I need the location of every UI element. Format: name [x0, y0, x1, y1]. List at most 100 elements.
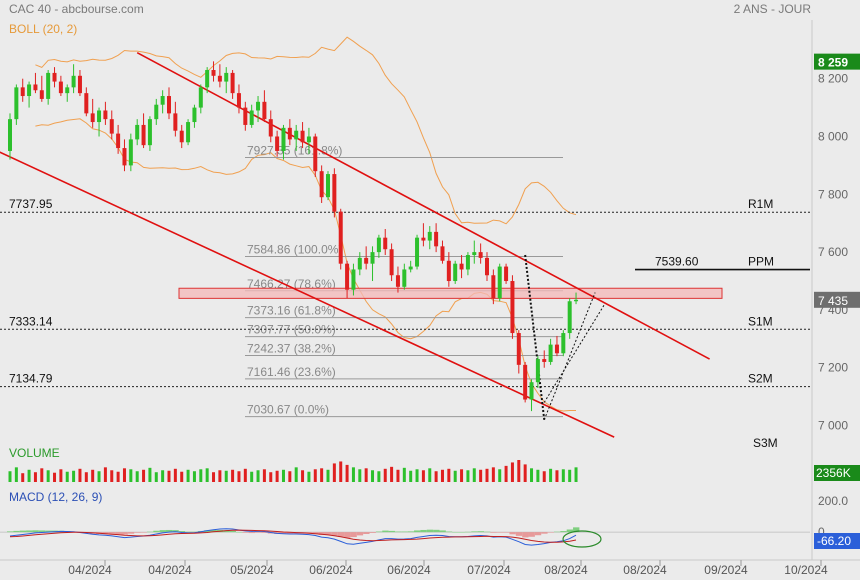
volume-bar — [27, 469, 31, 482]
last-price-badge — [814, 291, 860, 308]
volume-bar — [339, 461, 343, 482]
candle-body — [421, 237, 426, 241]
timeframe-label: 2 ANS - JOUR — [734, 2, 812, 16]
price-tick-label: 7 200 — [818, 361, 848, 375]
candle-body — [338, 211, 343, 264]
macd-histogram-bar — [452, 531, 459, 533]
pivot-level-label: 7333.14 — [9, 314, 53, 328]
pivot-name-label: PPM — [748, 255, 774, 269]
volume-bar — [129, 469, 133, 482]
volume-bar — [485, 468, 489, 482]
macd-histogram-bar — [534, 532, 542, 536]
x-tick-label: 10/2024 — [784, 563, 828, 577]
pivot-level-label: 7737.95 — [9, 197, 53, 211]
volume-bar — [186, 469, 190, 482]
macd-zero-label: 0 — [818, 525, 825, 539]
candle-body — [192, 107, 197, 123]
volume-bar — [281, 469, 285, 482]
candle-body — [294, 130, 299, 140]
macd-last-label: -66.20 — [817, 534, 851, 548]
candle-body — [39, 90, 44, 99]
volume-bar — [345, 464, 349, 482]
macd-histogram-bar — [121, 532, 128, 535]
macd-histogram-bar — [439, 530, 446, 533]
price-tick-label: 7 600 — [818, 245, 848, 259]
macd-histogram-bar — [426, 529, 434, 533]
volume-bar — [237, 471, 241, 482]
macd-histogram-bar — [325, 532, 332, 535]
macd-histogram-bar — [375, 531, 383, 533]
volume-bar — [415, 469, 419, 482]
candle-body — [567, 301, 572, 334]
candle-body — [122, 148, 127, 166]
macd-histogram-bar — [191, 531, 198, 533]
last-price-label: 7 435 — [818, 294, 848, 308]
candle-body — [504, 266, 509, 282]
volume-bar — [173, 468, 177, 482]
volume-bar — [434, 471, 438, 482]
macd-histogram-bar — [108, 532, 116, 534]
pivot-name-label: S1M — [748, 314, 773, 328]
volume-bar — [409, 470, 413, 482]
macd-histogram-bar — [369, 532, 376, 533]
candle-body — [535, 359, 540, 383]
candle-body — [326, 174, 330, 198]
candle-body — [262, 101, 267, 120]
volume-bar — [498, 469, 502, 482]
candle-body — [46, 72, 51, 99]
candle-body — [472, 252, 477, 256]
volume-bar — [307, 471, 311, 482]
candle-body — [84, 93, 89, 114]
bollinger-label: BOLL (20, 2) — [9, 22, 77, 36]
candle-body — [147, 119, 152, 146]
candle-body — [376, 237, 381, 253]
macd-histogram-bar — [573, 527, 580, 533]
volume-bar — [390, 466, 394, 482]
volume-bar — [262, 469, 266, 482]
macd-histogram-bar — [394, 531, 402, 533]
volume-bar — [78, 468, 82, 482]
candle-body — [116, 133, 121, 149]
candle-body — [395, 275, 400, 287]
candle-body — [97, 110, 102, 123]
candle-body — [415, 237, 420, 267]
volume-bar — [358, 469, 362, 482]
volume-bar — [472, 468, 476, 482]
candle-body — [561, 333, 566, 354]
candle-body — [287, 127, 292, 140]
volume-bar — [135, 471, 139, 482]
macd-histogram-bar — [261, 532, 268, 533]
macd-histogram-bar — [496, 532, 504, 533]
macd-histogram-bar — [115, 532, 122, 535]
volume-bar — [568, 469, 572, 482]
macd-histogram-bar — [484, 531, 491, 533]
volume-bar — [523, 464, 527, 482]
candle-body — [167, 96, 171, 114]
macd-histogram-bar — [363, 532, 370, 534]
volume-bar — [122, 468, 126, 482]
macd-histogram-bar — [312, 532, 319, 534]
volume-bar — [421, 470, 425, 482]
volume-bar — [491, 467, 495, 482]
candle-body — [77, 75, 82, 94]
volume-bar — [53, 472, 57, 482]
candle-body — [434, 231, 439, 247]
macd-signal-line — [9, 529, 577, 543]
macd-crossover-marker — [562, 530, 602, 548]
candle-body — [243, 107, 248, 125]
candle-body — [357, 257, 362, 270]
macd-histogram-bar — [433, 529, 440, 533]
volume-bar — [574, 467, 578, 482]
candle-body — [52, 72, 57, 82]
macd-histogram-bar — [102, 532, 109, 534]
x-tick-label: 04/2024 — [68, 563, 112, 577]
volume-bar — [555, 470, 559, 482]
macd-histogram-bar — [471, 531, 478, 533]
candle-body — [205, 70, 210, 88]
macd-histogram-bar — [210, 529, 217, 533]
volume-bar — [447, 468, 451, 482]
candle-body — [27, 84, 32, 97]
candle-body — [554, 344, 559, 354]
x-tick-label: 07/2024 — [467, 563, 511, 577]
